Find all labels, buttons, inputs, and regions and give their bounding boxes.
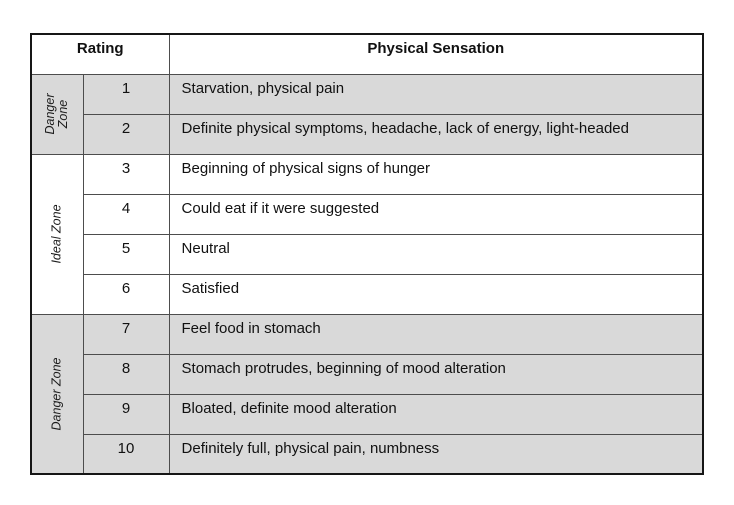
rating-cell: 9: [82, 393, 170, 435]
ideal-zone-label: Ideal Zone: [30, 153, 84, 315]
rating-cell: 4: [82, 193, 170, 235]
header-row: Rating Physical Sensation: [30, 33, 704, 75]
table-row: Ideal Zone 3 Beginning of physical signs…: [30, 153, 704, 315]
sensation-cell: Neutral: [168, 233, 704, 275]
table-row: 2 Definite physical symptoms, headache, …: [31, 113, 704, 155]
sensation-cell: Beginning of physical signs of hunger: [168, 153, 704, 195]
table-row: 6 Satisfied: [31, 273, 704, 315]
sensation-cell: Could eat if it were suggested: [168, 193, 704, 235]
sensation-cell: Starvation, physical pain: [168, 73, 704, 115]
ideal-zone-label-text: Ideal Zone: [49, 204, 64, 264]
table-row: 10 Definitely full, physical pain, numbn…: [31, 433, 704, 475]
danger-zone-label-top: Danger Zone: [30, 73, 84, 155]
rating-cell: 5: [82, 233, 170, 275]
table-row: Danger Zone 7 Feel food in stomach: [30, 313, 704, 475]
sensation-cell: Bloated, definite mood alteration: [168, 393, 704, 435]
rating-cell: 6: [82, 273, 170, 315]
sensation-cell: Definitely full, physical pain, numbness: [168, 433, 704, 475]
rating-cell: 10: [82, 433, 170, 475]
sensation-cell: Feel food in stomach: [168, 313, 704, 355]
danger-zone-label-bottom: Danger Zone: [30, 313, 84, 475]
rating-cell: 3: [82, 153, 170, 195]
table-row: 4 Could eat if it were suggested: [31, 193, 704, 235]
rating-cell: 7: [82, 313, 170, 355]
table-row: 8 Stomach protrudes, beginning of mood a…: [31, 353, 704, 395]
sensation-header: Physical Sensation: [168, 33, 704, 75]
sensation-cell: Definite physical symptoms, headache, la…: [168, 113, 704, 155]
table-row: Danger Zone 1 Starvation, physical pain: [30, 73, 704, 155]
rating-cell: 2: [82, 113, 170, 155]
table-row: 5 Neutral: [31, 233, 704, 275]
sensation-cell: Stomach protrudes, beginning of mood alt…: [168, 353, 704, 395]
rating-cell: 1: [82, 73, 170, 115]
danger-zone-label-bottom-text: Danger Zone: [49, 357, 64, 431]
danger-zone-label-top-text: Danger Zone: [43, 93, 71, 135]
sensation-cell: Satisfied: [168, 273, 704, 315]
hunger-rating-table: Rating Physical Sensation Danger Zone 1 …: [30, 33, 705, 475]
table-row: 9 Bloated, definite mood alteration: [31, 393, 704, 435]
rating-cell: 8: [82, 353, 170, 395]
rating-header: Rating: [30, 33, 170, 75]
